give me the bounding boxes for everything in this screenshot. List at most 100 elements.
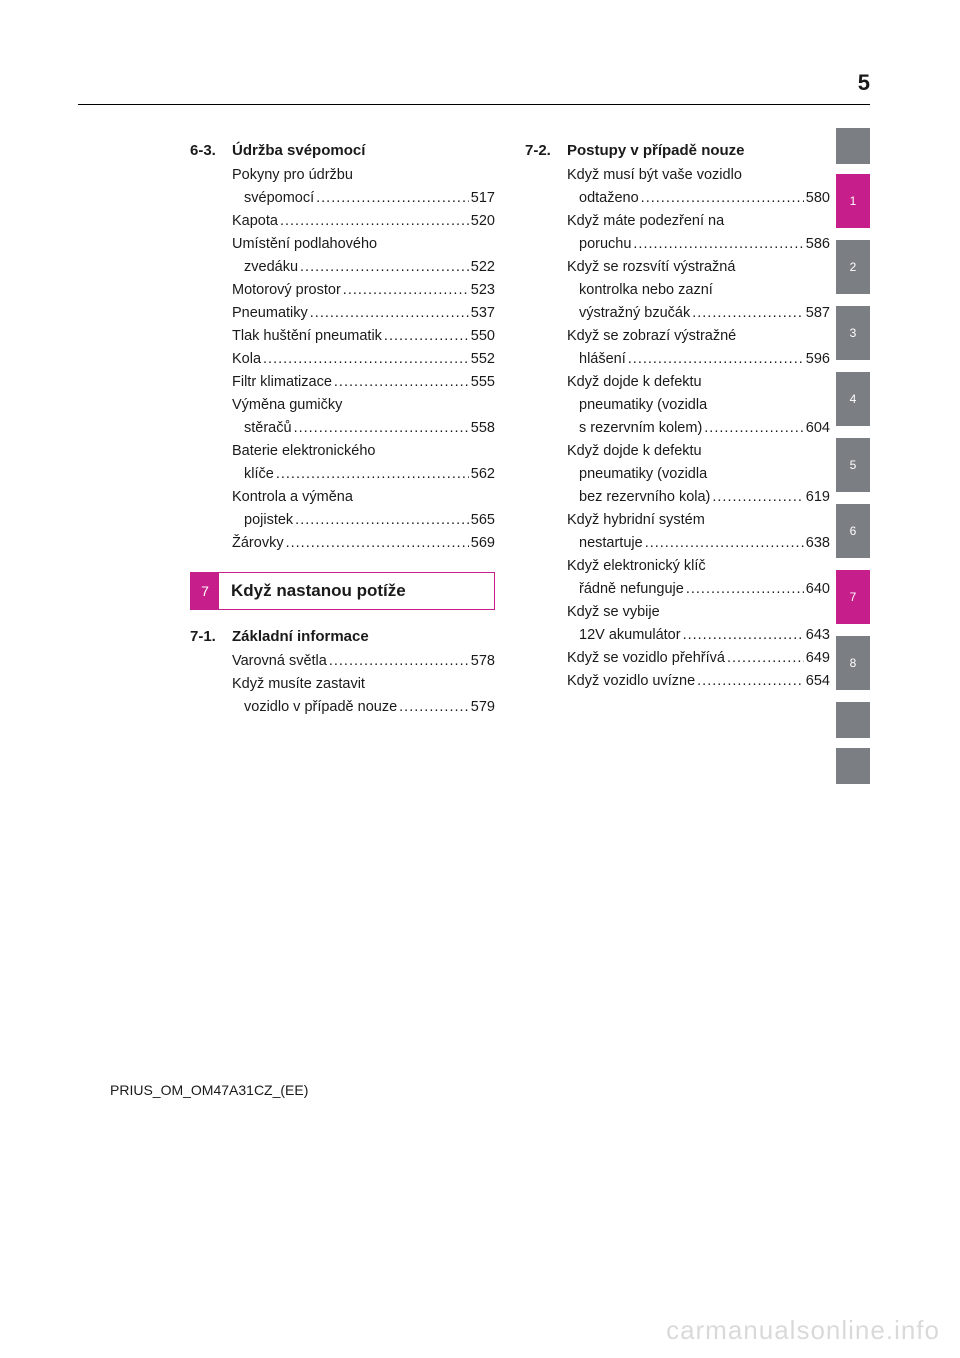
toc-dots: ........................................… xyxy=(334,372,469,393)
toc-page: 578 xyxy=(471,651,495,672)
toc-entry: vozidlo v případě nouze.................… xyxy=(232,697,495,718)
toc-label: Když musí být vaše vozidlo xyxy=(567,165,742,186)
toc-label: pneumatiky (vozidla xyxy=(567,464,707,485)
toc-dots: ........................................… xyxy=(384,326,469,347)
toc-page: 550 xyxy=(471,326,495,347)
toc-page: 619 xyxy=(806,487,830,508)
toc-label: Když se vybije xyxy=(567,602,660,623)
section-heading-7-1: 7-1. Základní informace xyxy=(190,628,495,645)
toc-page: 586 xyxy=(806,234,830,255)
toc-entry: Když se vozidlo přehřívá................… xyxy=(567,648,830,669)
toc-label: Když se vozidlo přehřívá xyxy=(567,648,725,669)
side-tabs: 12345678 xyxy=(836,128,870,794)
watermark: carmanualsonline.info xyxy=(666,1315,940,1346)
toc-label: klíče xyxy=(232,464,274,485)
side-tab-8: 8 xyxy=(836,636,870,690)
toc-label: svépomocí xyxy=(232,188,314,209)
toc-dots: ........................................… xyxy=(295,510,469,531)
header-rule xyxy=(78,104,870,105)
toc-list-6-3: Pokyny pro údržbusvépomocí..............… xyxy=(190,165,495,554)
side-tab-1: 1 xyxy=(836,174,870,228)
column-right: 7-2. Postupy v případě nouze Když musí b… xyxy=(525,140,830,720)
toc-entry: kontrolka nebo zazní xyxy=(567,280,830,301)
toc-label: pojistek xyxy=(232,510,293,531)
toc-page: 580 xyxy=(806,188,830,209)
toc-label: Kapota xyxy=(232,211,278,232)
section-heading-7-2: 7-2. Postupy v případě nouze xyxy=(525,142,830,159)
toc-entry: Motorový prostor........................… xyxy=(232,280,495,301)
toc-page: 643 xyxy=(806,625,830,646)
toc-label: zvedáku xyxy=(232,257,298,278)
toc-entry: Baterie elektronického xyxy=(232,441,495,462)
toc-dots: ........................................… xyxy=(683,625,804,646)
toc-dots: ........................................… xyxy=(329,651,469,672)
toc-entry: Když vozidlo uvízne.....................… xyxy=(567,671,830,692)
toc-label: Výměna gumičky xyxy=(232,395,342,416)
toc-page: 604 xyxy=(806,418,830,439)
toc-entry: odtaženo................................… xyxy=(567,188,830,209)
toc-page: 555 xyxy=(471,372,495,393)
toc-page: 565 xyxy=(471,510,495,531)
toc-label: hlášení xyxy=(567,349,626,370)
toc-page: 562 xyxy=(471,464,495,485)
toc-entry: svépomocí...............................… xyxy=(232,188,495,209)
toc-dots: ........................................… xyxy=(633,234,803,255)
section-number: 7-1. xyxy=(190,628,232,645)
toc-dots: ........................................… xyxy=(628,349,804,370)
toc-page: 649 xyxy=(806,648,830,669)
toc-dots: ........................................… xyxy=(310,303,469,324)
side-tab-7: 7 xyxy=(836,570,870,624)
toc-list-7-1: Varovná světla..........................… xyxy=(190,651,495,718)
toc-label: Když elektronický klíč xyxy=(567,556,706,577)
toc-label: Když hybridní systém xyxy=(567,510,705,531)
toc-label: řádně nefunguje xyxy=(567,579,684,600)
toc-label: Když vozidlo uvízne xyxy=(567,671,695,692)
toc-entry: Když se rozsvítí výstražná xyxy=(567,257,830,278)
toc-dots: ........................................… xyxy=(286,533,469,554)
toc-entry: Pokyny pro údržbu xyxy=(232,165,495,186)
toc-entry: Když máte podezření na xyxy=(567,211,830,232)
toc-label: nestartuje xyxy=(567,533,643,554)
toc-dots: ........................................… xyxy=(343,280,469,301)
section-number: 7-2. xyxy=(525,142,567,159)
toc-label: odtaženo xyxy=(567,188,639,209)
toc-dots: ........................................… xyxy=(686,579,804,600)
side-tab-blank xyxy=(836,702,870,738)
toc-entry: Umístění podlahového xyxy=(232,234,495,255)
toc-label: Tlak huštění pneumatik xyxy=(232,326,382,347)
chapter-title: Když nastanou potíže xyxy=(219,573,494,609)
toc-entry: Když musíte zastavit xyxy=(232,674,495,695)
toc-label: Když musíte zastavit xyxy=(232,674,365,695)
toc-label: pneumatiky (vozidla xyxy=(567,395,707,416)
section-heading-6-3: 6-3. Údržba svépomocí xyxy=(190,142,495,159)
section-title: Údržba svépomocí xyxy=(232,142,365,159)
toc-label: Motorový prostor xyxy=(232,280,341,301)
toc-label: Žárovky xyxy=(232,533,284,554)
side-tab-5: 5 xyxy=(836,438,870,492)
toc-label: výstražný bzučák xyxy=(567,303,690,324)
toc-entry: Když dojde k defektu xyxy=(567,372,830,393)
toc-page: 579 xyxy=(471,697,495,718)
toc-label: Když dojde k defektu xyxy=(567,372,702,393)
toc-page: 523 xyxy=(471,280,495,301)
toc-dots: ........................................… xyxy=(276,464,469,485)
toc-label: vozidlo v případě nouze xyxy=(232,697,397,718)
toc-entry: pojistek................................… xyxy=(232,510,495,531)
toc-entry: Pneumatiky..............................… xyxy=(232,303,495,324)
toc-entry: stěračů.................................… xyxy=(232,418,495,439)
toc-label: stěračů xyxy=(232,418,292,439)
toc-page: 596 xyxy=(806,349,830,370)
toc-page: 522 xyxy=(471,257,495,278)
toc-entry: Výměna gumičky xyxy=(232,395,495,416)
toc-dots: ........................................… xyxy=(294,418,469,439)
toc-dots: ........................................… xyxy=(263,349,469,370)
page-number: 5 xyxy=(858,70,870,96)
toc-dots: ........................................… xyxy=(692,303,804,324)
toc-entry: Když elektronický klíč xyxy=(567,556,830,577)
toc-label: poruchu xyxy=(567,234,631,255)
toc-entry: výstražný bzučák........................… xyxy=(567,303,830,324)
toc-page: 520 xyxy=(471,211,495,232)
toc-entry: Když se zobrazí výstražné xyxy=(567,326,830,347)
toc-page: 638 xyxy=(806,533,830,554)
toc-entry: nestartuje..............................… xyxy=(567,533,830,554)
